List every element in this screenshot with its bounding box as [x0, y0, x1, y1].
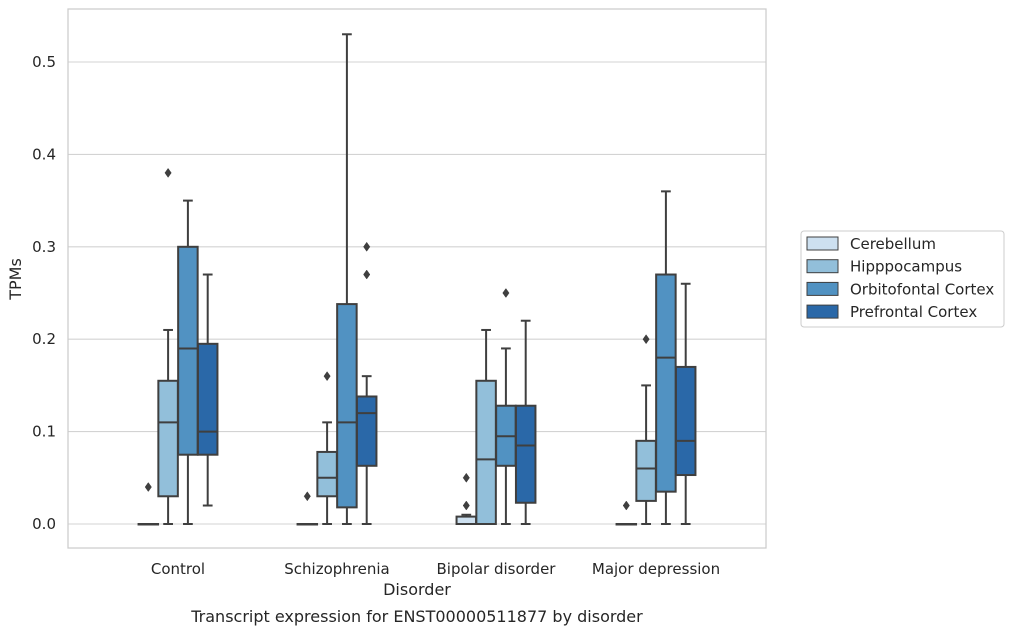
figure-caption: Transcript expression for ENST0000051187…	[190, 607, 643, 626]
legend-label: Cerebellum	[850, 235, 936, 253]
box-iqr	[336, 303, 358, 509]
box-orbitofontal-cortex	[177, 199, 199, 525]
legend-label: Hipppocampus	[850, 258, 962, 276]
box-iqr	[655, 273, 677, 493]
y-tick-label: 0.5	[32, 53, 56, 71]
box-iqr	[196, 342, 219, 456]
outlier-point	[323, 371, 331, 382]
box-hipppocampus	[635, 334, 657, 525]
box-cerebellum	[137, 482, 160, 526]
outlier-point	[363, 241, 371, 252]
box-prefrontal-cortex	[514, 319, 537, 525]
box-iqr	[514, 404, 537, 504]
legend: Cerebellum Hipppocampus Orbitofontal Corte…	[800, 230, 1005, 328]
outlier-point	[622, 500, 630, 511]
box-iqr	[157, 379, 179, 498]
box-iqr	[455, 515, 478, 525]
outlier-point	[502, 288, 510, 298]
box-prefrontal-cortex	[196, 273, 219, 507]
legend-swatch	[806, 236, 839, 251]
x-tick-label: Bipolar disorder	[437, 560, 557, 578]
y-tick-label: 0.1	[32, 423, 56, 441]
box-orbitofontal-cortex	[336, 33, 358, 525]
legend-swatch	[806, 304, 839, 319]
x-axis-ticks: Control Schizophrenia Bipolar disorder Majo…	[151, 560, 720, 578]
y-axis-title: TPMs	[6, 258, 25, 301]
outlier-point	[164, 167, 172, 178]
y-axis-ticks: 0.0 0.1 0.2 0.3 0.4 0.5	[32, 53, 56, 533]
y-tick-label: 0.0	[32, 515, 56, 533]
outlier-point	[642, 334, 650, 345]
box-iqr	[316, 450, 338, 498]
legend-frame	[800, 230, 1005, 328]
box-groups	[137, 33, 697, 526]
box-cerebellum	[455, 472, 478, 525]
box-cerebellum	[615, 500, 638, 526]
box-hipppocampus	[157, 167, 179, 525]
outlier-point	[462, 472, 470, 483]
box-orbitofontal-cortex	[495, 288, 517, 525]
box-prefrontal-cortex	[674, 282, 697, 525]
outlier-point	[144, 482, 152, 492]
outlier-point	[363, 269, 371, 280]
box-iqr	[475, 379, 497, 525]
box-hipppocampus	[316, 371, 338, 525]
y-tick-label: 0.2	[32, 330, 56, 348]
outlier-point	[303, 491, 311, 502]
outlier-point	[462, 500, 470, 511]
legend-label: Prefrontal Cortex	[850, 303, 977, 321]
x-axis-title: Disorder	[383, 580, 451, 599]
x-tick-label: Control	[151, 560, 205, 578]
box-iqr	[355, 395, 378, 467]
x-tick-label: Major depression	[592, 560, 720, 578]
box-iqr	[177, 245, 199, 456]
legend-swatch	[806, 259, 839, 274]
legend-swatch	[806, 281, 839, 296]
box-prefrontal-cortex	[355, 241, 378, 525]
box-iqr	[674, 365, 697, 477]
box-hipppocampus	[475, 328, 497, 525]
box-iqr	[635, 439, 657, 502]
y-tick-label: 0.3	[32, 238, 56, 256]
y-tick-label: 0.4	[32, 145, 56, 163]
plot-area-frame	[67, 8, 767, 549]
x-tick-label: Schizophrenia	[284, 560, 389, 578]
box-orbitofontal-cortex	[655, 190, 677, 525]
box-cerebellum	[296, 491, 319, 526]
legend-label: Orbitofontal Cortex	[850, 280, 994, 298]
